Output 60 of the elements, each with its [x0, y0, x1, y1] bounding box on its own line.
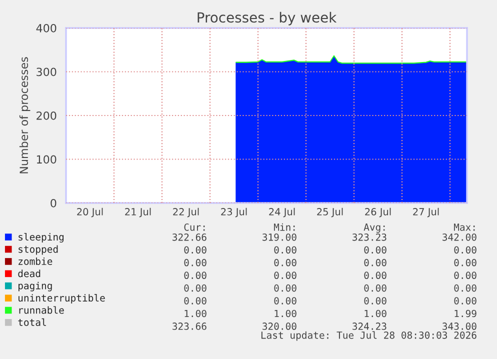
legend-label: paging: [18, 282, 52, 292]
text: 0.00: [184, 246, 206, 254]
text: 0.00: [454, 272, 476, 280]
text: 324.23: [352, 322, 386, 330]
text: 342.00: [442, 233, 476, 241]
legend-label: sleeping: [18, 233, 64, 243]
legend-label: zombie: [18, 257, 52, 266]
y-tick-label: 100: [36, 155, 56, 164]
x-tick-label: 27 Jul: [413, 208, 439, 218]
x-tick-label: 24 Jul: [269, 208, 295, 218]
text: Cur:: [184, 223, 205, 231]
text: Avg:: [364, 224, 385, 233]
text: 0.00: [454, 258, 476, 266]
text: Max:: [454, 224, 475, 231]
text: 0.00: [274, 272, 296, 280]
text: 0.00: [364, 246, 386, 254]
text: 0.00: [274, 297, 296, 304]
text: 0.00: [454, 297, 476, 304]
text: 322.66: [172, 233, 206, 241]
text: 1.00: [184, 310, 206, 318]
x-tick-label: 21 Jul: [125, 208, 151, 218]
y-axis-title: Number of processes: [19, 57, 30, 174]
legend-label: dead: [18, 270, 40, 278]
y-tick-label: 0: [50, 198, 56, 208]
text: 319.00: [262, 233, 296, 241]
text: 0.00: [184, 284, 206, 292]
text: 343.00: [442, 322, 476, 330]
text: 0.00: [364, 284, 386, 292]
text: 0.00: [454, 284, 476, 292]
text: 1.00: [364, 310, 386, 318]
text: Min:: [274, 223, 295, 231]
legend-label: runnable: [19, 306, 64, 314]
legend-label: uninterruptible: [18, 294, 105, 304]
text: 0.00: [274, 258, 296, 266]
text: 1.00: [274, 310, 296, 318]
text: 0.00: [184, 272, 206, 280]
legend-label: total: [18, 318, 46, 326]
text: 0.00: [184, 297, 206, 304]
legend-label: stopped: [18, 245, 58, 255]
y-tick-label: 300: [36, 68, 56, 76]
text: 0.00: [274, 284, 296, 292]
text: 0.00: [364, 297, 386, 304]
text: 323.66: [172, 322, 206, 330]
x-tick-label: 23 Jul: [221, 208, 247, 218]
y-tick-label: 200: [36, 111, 56, 120]
text: 0.00: [454, 246, 476, 254]
text: 0.00: [274, 246, 296, 254]
text: 0.00: [184, 258, 206, 266]
y-tick-label: 400: [36, 24, 56, 32]
text: 0.00: [364, 258, 386, 266]
x-tick-label: 26 Jul: [365, 208, 391, 218]
x-tick-label: 20 Jul: [77, 208, 103, 218]
text: 1.99: [454, 310, 476, 318]
text: Last update: Tue Jul 28 08:30:03 2026: [261, 331, 476, 341]
text: 0.00: [364, 272, 386, 280]
text: 323.23: [352, 233, 386, 241]
text: 320.00: [262, 322, 296, 330]
chart-title: Processes - by week: [198, 12, 337, 26]
x-tick-label: 22 Jul: [173, 208, 199, 218]
x-tick-label: 25 Jul: [317, 208, 343, 218]
